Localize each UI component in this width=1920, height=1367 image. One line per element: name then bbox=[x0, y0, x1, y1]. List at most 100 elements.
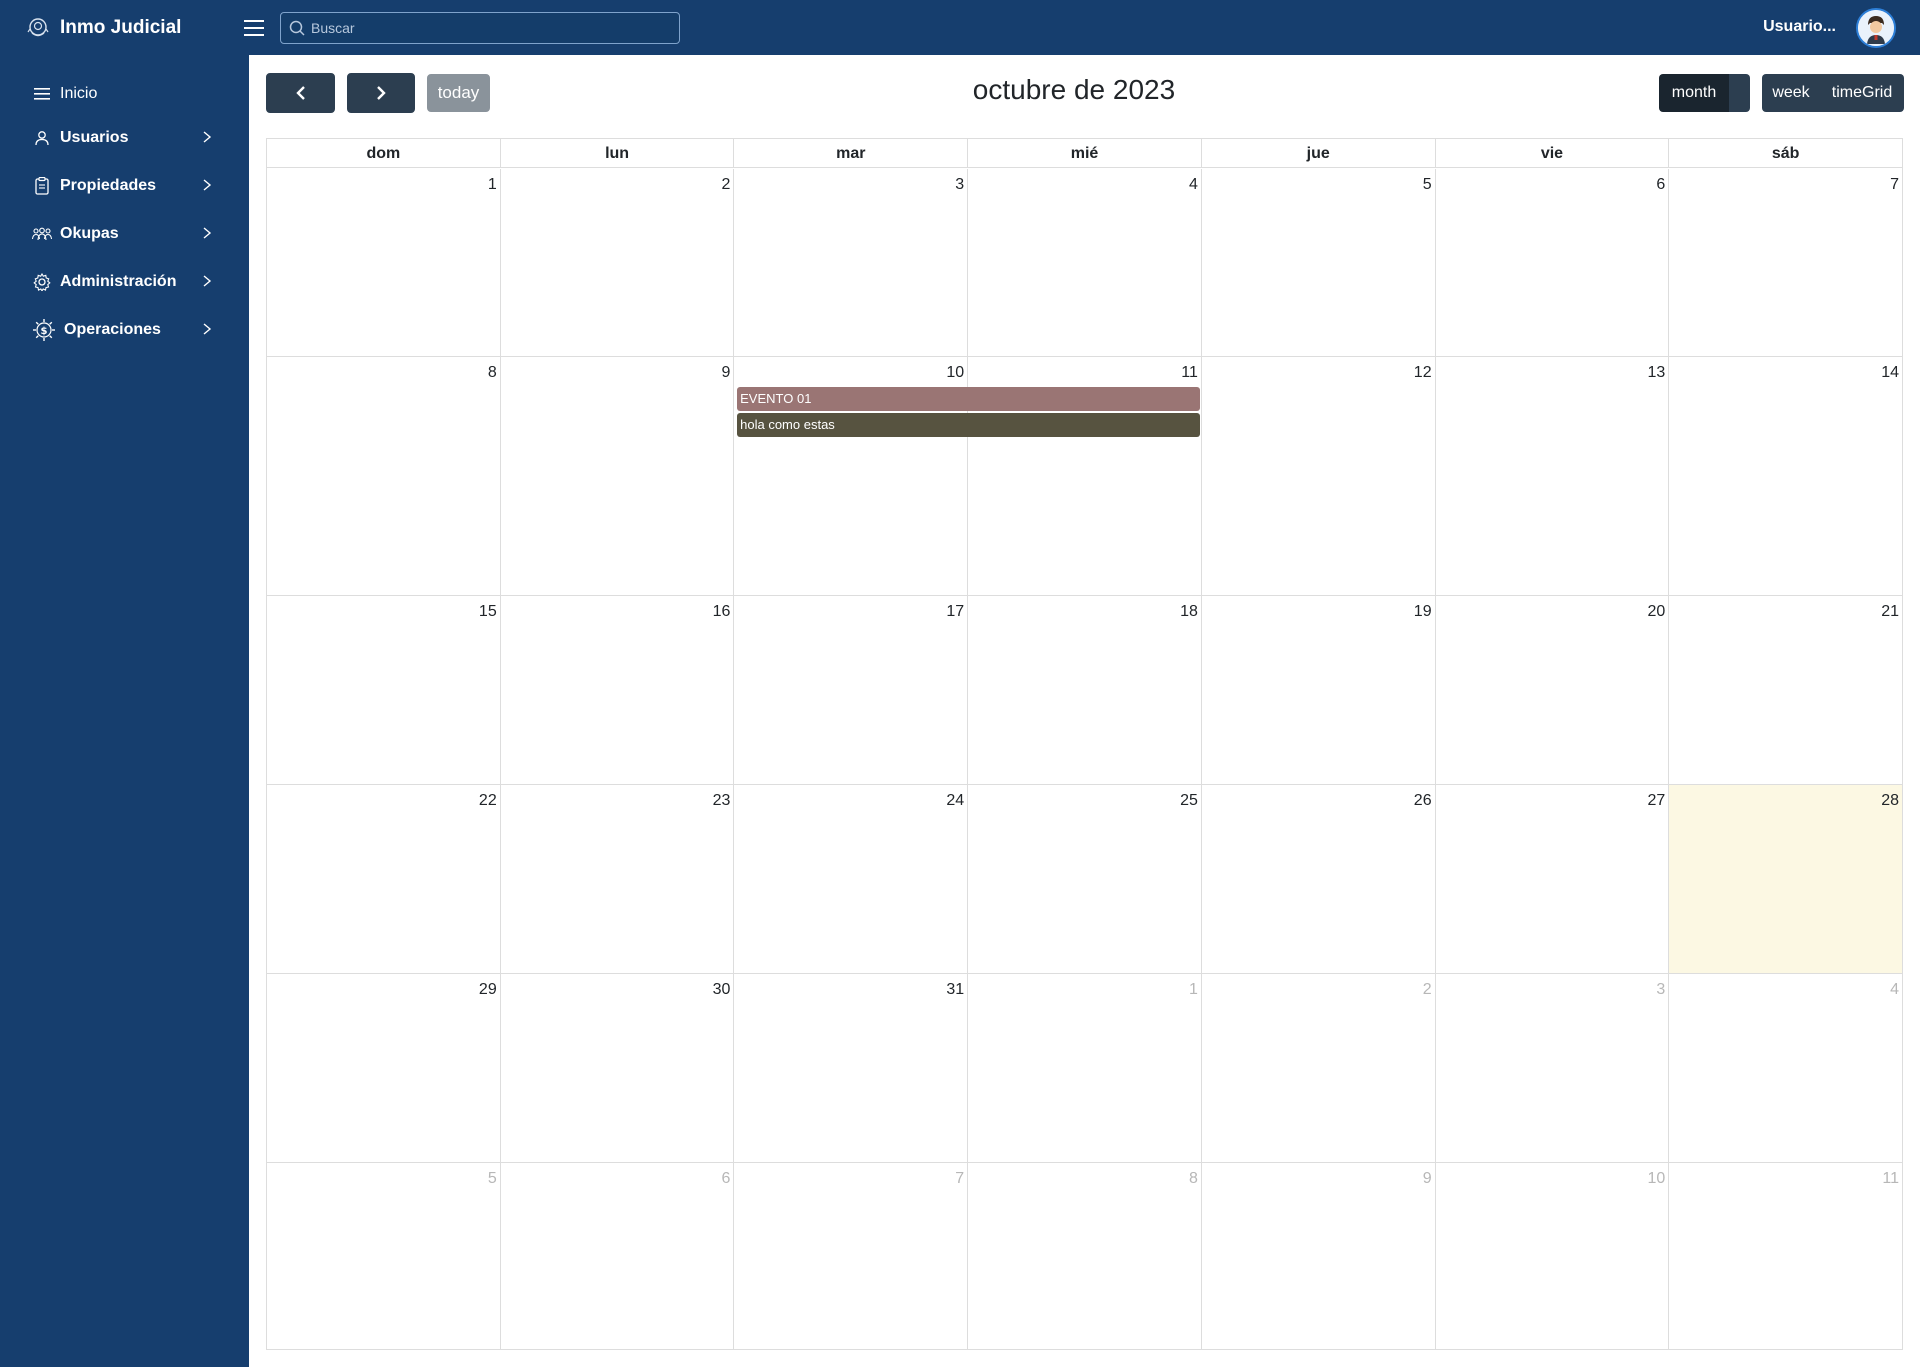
day-number[interactable]: 20 bbox=[1647, 603, 1666, 620]
day-number[interactable]: 26 bbox=[1413, 792, 1432, 809]
sidebar-item-administracion[interactable]: Administración bbox=[0, 263, 249, 301]
day-cell[interactable]: 9 bbox=[501, 357, 735, 595]
sidebar-item-usuarios[interactable]: Usuarios bbox=[0, 119, 249, 157]
day-number[interactable]: 8 bbox=[1188, 1170, 1198, 1187]
day-cell[interactable]: 30 bbox=[501, 974, 735, 1162]
day-number[interactable]: 27 bbox=[1647, 792, 1666, 809]
day-cell[interactable]: 8 bbox=[267, 357, 501, 595]
day-number[interactable]: 12 bbox=[1413, 364, 1432, 381]
day-cell[interactable]: 11 bbox=[968, 357, 1202, 595]
day-number[interactable]: 3 bbox=[955, 176, 965, 193]
month-view-button[interactable]: month bbox=[1659, 74, 1729, 112]
calendar-event[interactable]: hola como estas bbox=[737, 413, 1201, 437]
day-cell[interactable]: 1 bbox=[968, 974, 1202, 1162]
prev-button[interactable] bbox=[266, 73, 335, 113]
day-cell[interactable]: 13 bbox=[1436, 357, 1670, 595]
timegrid-view-button[interactable]: timeGrid bbox=[1820, 74, 1904, 112]
day-number[interactable]: 5 bbox=[1422, 176, 1432, 193]
day-cell[interactable]: 4 bbox=[1669, 974, 1902, 1162]
avatar[interactable] bbox=[1856, 8, 1896, 48]
day-cell[interactable]: 5 bbox=[267, 1163, 501, 1349]
day-cell[interactable]: 2 bbox=[501, 169, 735, 356]
day-cell[interactable]: 22 bbox=[267, 785, 501, 973]
day-number[interactable]: 9 bbox=[1422, 1170, 1432, 1187]
day-number[interactable]: 2 bbox=[1422, 981, 1432, 998]
day-cell[interactable]: 23 bbox=[501, 785, 735, 973]
day-number[interactable]: 22 bbox=[478, 792, 497, 809]
day-number[interactable]: 4 bbox=[1890, 981, 1900, 998]
day-number[interactable]: 25 bbox=[1180, 792, 1198, 809]
day-cell[interactable]: 4 bbox=[968, 169, 1202, 356]
sidebar-item-inicio[interactable]: Inicio bbox=[0, 75, 249, 113]
day-number[interactable]: 8 bbox=[487, 364, 497, 381]
day-cell[interactable]: 25 bbox=[968, 785, 1202, 973]
day-number[interactable]: 2 bbox=[721, 176, 731, 193]
menu-toggle-button[interactable] bbox=[242, 16, 266, 40]
brand[interactable]: Inmo Judicial bbox=[0, 0, 249, 55]
day-cell[interactable]: 10 bbox=[1436, 1163, 1670, 1349]
day-cell[interactable]: 18 bbox=[968, 596, 1202, 784]
day-cell[interactable]: 1 bbox=[267, 169, 501, 356]
day-number[interactable]: 3 bbox=[1656, 981, 1666, 998]
calendar-event[interactable]: EVENTO 01 bbox=[737, 387, 1201, 411]
day-number[interactable]: 28 bbox=[1881, 792, 1900, 809]
day-number[interactable]: 9 bbox=[721, 364, 731, 381]
day-cell[interactable]: 7 bbox=[1669, 169, 1902, 356]
week-view-button[interactable]: week bbox=[1762, 74, 1820, 112]
day-cell[interactable]: 26 bbox=[1202, 785, 1436, 973]
today-button[interactable]: today bbox=[427, 74, 490, 112]
day-cell[interactable]: 29 bbox=[267, 974, 501, 1162]
day-cell[interactable]: 31 bbox=[734, 974, 969, 1162]
view-button-spacer[interactable] bbox=[1729, 74, 1750, 112]
day-number[interactable]: 16 bbox=[712, 603, 731, 620]
day-cell[interactable]: 20 bbox=[1436, 596, 1670, 784]
day-cell[interactable]: 21 bbox=[1669, 596, 1902, 784]
day-cell[interactable]: 10 bbox=[734, 357, 969, 595]
search-box[interactable] bbox=[280, 12, 680, 44]
day-number[interactable]: 10 bbox=[946, 364, 965, 381]
day-cell[interactable]: 2 bbox=[1202, 974, 1436, 1162]
sidebar-item-operaciones[interactable]: $ Operaciones bbox=[0, 311, 249, 349]
day-cell[interactable]: 3 bbox=[1436, 974, 1670, 1162]
day-number[interactable]: 23 bbox=[712, 792, 731, 809]
day-cell[interactable]: 5 bbox=[1202, 169, 1436, 356]
day-number[interactable]: 13 bbox=[1647, 364, 1666, 381]
day-number[interactable]: 14 bbox=[1881, 364, 1900, 381]
sidebar-item-okupas[interactable]: Okupas bbox=[0, 215, 249, 253]
day-number[interactable]: 11 bbox=[1181, 364, 1198, 381]
day-number[interactable]: 4 bbox=[1188, 176, 1198, 193]
day-number[interactable]: 29 bbox=[478, 981, 497, 998]
day-number[interactable]: 6 bbox=[721, 1170, 731, 1187]
day-number[interactable]: 18 bbox=[1180, 603, 1198, 620]
day-cell[interactable]: 24 bbox=[734, 785, 969, 973]
day-number[interactable]: 17 bbox=[946, 603, 965, 620]
day-cell[interactable]: 6 bbox=[501, 1163, 735, 1349]
day-number[interactable]: 10 bbox=[1647, 1170, 1666, 1187]
day-cell[interactable]: 17 bbox=[734, 596, 969, 784]
day-number[interactable]: 7 bbox=[955, 1170, 965, 1187]
sidebar-item-propiedades[interactable]: Propiedades bbox=[0, 167, 249, 205]
day-cell[interactable]: 8 bbox=[968, 1163, 1202, 1349]
day-cell-today[interactable]: 28 bbox=[1669, 785, 1903, 973]
day-cell[interactable]: 9 bbox=[1202, 1163, 1436, 1349]
day-cell[interactable]: 11 bbox=[1669, 1163, 1902, 1349]
day-number[interactable]: 21 bbox=[1881, 603, 1900, 620]
day-cell[interactable]: 6 bbox=[1436, 169, 1670, 356]
day-cell[interactable]: 3 bbox=[734, 169, 969, 356]
day-number[interactable]: 15 bbox=[478, 603, 497, 620]
day-number[interactable]: 5 bbox=[487, 1170, 497, 1187]
day-number[interactable]: 19 bbox=[1413, 603, 1432, 620]
day-number[interactable]: 24 bbox=[946, 792, 965, 809]
next-button[interactable] bbox=[347, 73, 415, 113]
day-number[interactable]: 6 bbox=[1656, 176, 1666, 193]
day-cell[interactable]: 7 bbox=[734, 1163, 969, 1349]
day-number[interactable]: 7 bbox=[1890, 176, 1900, 193]
day-number[interactable]: 1 bbox=[1188, 981, 1198, 998]
day-number[interactable]: 31 bbox=[946, 981, 965, 998]
search-input[interactable] bbox=[311, 20, 661, 36]
day-number[interactable]: 1 bbox=[487, 176, 497, 193]
day-cell[interactable]: 14 bbox=[1669, 357, 1902, 595]
day-cell[interactable]: 16 bbox=[501, 596, 735, 784]
day-cell[interactable]: 12 bbox=[1202, 357, 1436, 595]
user-name[interactable]: Usuario... bbox=[1763, 18, 1836, 35]
